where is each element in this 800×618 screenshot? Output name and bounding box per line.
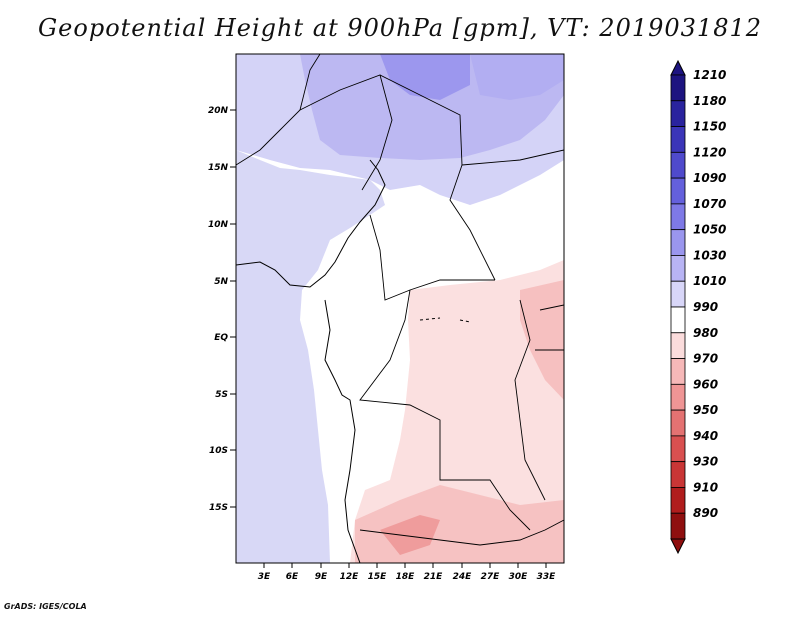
colorbar-label: 940: [693, 429, 718, 443]
lat-label: 20N: [208, 106, 229, 116]
ocean-shading: [236, 54, 385, 563]
lat-label: 15N: [208, 163, 229, 173]
colorbar: 1210 1180 1150 1120 1090 1070 1050 1030 1010 990 9…: [670, 59, 726, 555]
border-9: [539, 304, 564, 311]
lat-label: 5S: [215, 390, 228, 400]
lon-label: 3E: [258, 572, 271, 582]
colorbar-label: 1030: [693, 248, 726, 262]
colorbar-label: 990: [693, 300, 718, 314]
lat-label: 10S: [209, 446, 228, 456]
colorbar-segment: [670, 512, 686, 540]
colorbar-segment: [670, 306, 686, 334]
colorbar-segment: [670, 74, 686, 102]
colorbar-label: 910: [693, 480, 718, 494]
lat-label: 5N: [214, 277, 228, 287]
lat-label: 15S: [209, 503, 228, 513]
colorbar-label: 1180: [693, 94, 726, 108]
colorbar-label: 890: [693, 506, 718, 520]
lat-axis: 20N 15N 10N 5N EQ 5S 10S 15S: [208, 106, 236, 513]
colorbar-segment: [670, 203, 686, 231]
colorbar-label: 1070: [693, 197, 726, 211]
colorbar-label: 1090: [693, 171, 726, 185]
colorbar-label: 1150: [693, 120, 726, 134]
border-2: [299, 74, 393, 191]
colorbar-label: 1010: [693, 274, 726, 288]
colorbar-segment: [670, 409, 686, 437]
lon-label: 33E: [537, 572, 557, 582]
colorbar-segment: [670, 487, 686, 514]
colorbar-segment: [670, 126, 686, 153]
colorbar-segment: [670, 358, 686, 385]
colorbar-label: 1050: [693, 223, 726, 237]
lon-label: 21E: [424, 572, 444, 582]
lon-label: 18E: [396, 572, 416, 582]
colorbar-segment: [670, 383, 686, 411]
north-shading-deep: [380, 54, 470, 100]
north-shading-deep-east: [470, 54, 564, 100]
lat-label: 10N: [208, 220, 229, 230]
colorbar-segment: [670, 461, 686, 488]
colorbar-segment: [670, 332, 686, 359]
colorbar-label: 930: [693, 455, 718, 469]
lon-label: 9E: [315, 572, 328, 582]
colorbar-label: 960: [693, 377, 718, 391]
border-7: [359, 519, 564, 546]
map-title: Geopotential Height at 900hPa [gpm], VT:…: [38, 14, 762, 42]
colorbar-segment: [670, 255, 686, 282]
grads-credit: GrADS: IGES/COLA: [4, 602, 87, 611]
colorbar-arrow-bottom: [670, 538, 686, 555]
lat-label: EQ: [214, 333, 228, 343]
border-4: [461, 149, 564, 166]
coastline-central-africa: [324, 299, 361, 563]
colorbar-segment: [670, 229, 686, 256]
border-8: [514, 299, 546, 501]
coastline-west-africa: [236, 159, 386, 288]
map-frame: [235, 53, 565, 564]
colorbar-segment: [670, 280, 686, 308]
colorbar-label: 1210: [693, 68, 726, 82]
colorbar-label: 950: [693, 403, 718, 417]
border-3: [379, 74, 496, 281]
lon-label: 15E: [368, 572, 388, 582]
pink-shading-dark: [380, 515, 440, 555]
lon-label: 24E: [453, 572, 473, 582]
colorbar-label: 980: [693, 326, 718, 340]
colorbar-segment: [670, 177, 686, 205]
lon-label: 6E: [286, 572, 299, 582]
pink-shading-east: [520, 280, 564, 400]
pink-shading-light: [350, 260, 564, 563]
colorbar-label: 1120: [693, 145, 726, 159]
lon-label: 12E: [340, 572, 360, 582]
colorbar-label: 970: [693, 352, 718, 366]
colorbar-segment: [670, 435, 686, 463]
colorbar-segment: [670, 100, 686, 127]
map-panel: [235, 53, 565, 564]
border-5: [369, 214, 495, 301]
river-marks: [419, 317, 471, 323]
border-1: [236, 54, 321, 166]
lon-label: 27E: [481, 572, 501, 582]
colorbar-arrow-top: [670, 59, 686, 76]
colorbar-segment: [670, 151, 686, 179]
border-6: [359, 289, 531, 531]
lon-axis: 3E 6E 9E 12E 15E 18E 21E 24E 27E 30E 33E: [258, 563, 556, 582]
lon-label: 30E: [509, 572, 529, 582]
